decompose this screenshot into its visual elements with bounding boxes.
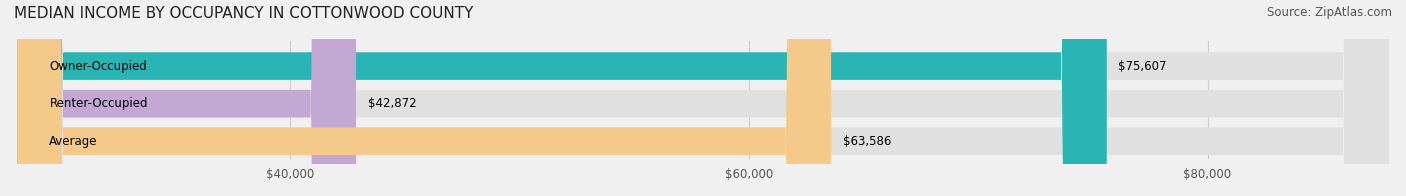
Text: Owner-Occupied: Owner-Occupied <box>49 60 148 73</box>
Text: Source: ZipAtlas.com: Source: ZipAtlas.com <box>1267 6 1392 19</box>
FancyBboxPatch shape <box>17 0 1107 196</box>
Text: $63,586: $63,586 <box>842 135 891 148</box>
FancyBboxPatch shape <box>17 0 1389 196</box>
FancyBboxPatch shape <box>17 0 356 196</box>
Text: $75,607: $75,607 <box>1118 60 1167 73</box>
Text: Renter-Occupied: Renter-Occupied <box>49 97 148 110</box>
FancyBboxPatch shape <box>17 0 831 196</box>
FancyBboxPatch shape <box>17 0 1389 196</box>
Text: $42,872: $42,872 <box>367 97 416 110</box>
Text: MEDIAN INCOME BY OCCUPANCY IN COTTONWOOD COUNTY: MEDIAN INCOME BY OCCUPANCY IN COTTONWOOD… <box>14 6 474 21</box>
FancyBboxPatch shape <box>17 0 1389 196</box>
Text: Average: Average <box>49 135 98 148</box>
